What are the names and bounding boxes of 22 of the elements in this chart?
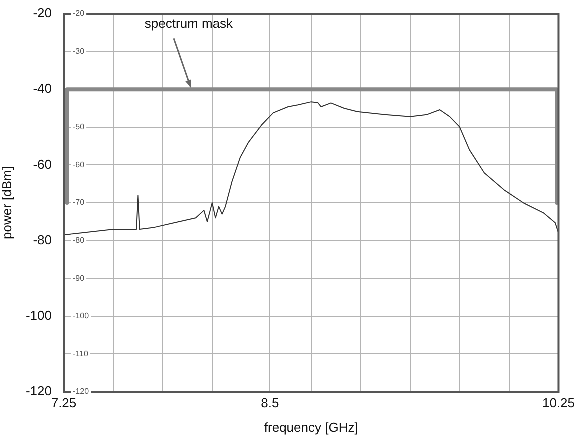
x-axis-title: frequency [GHz] bbox=[264, 420, 358, 435]
y-tick-label: -120 bbox=[26, 384, 52, 399]
y2-tick-label: -50 bbox=[73, 122, 86, 132]
y-tick-label: -100 bbox=[26, 308, 52, 323]
x-tick-label: 8.5 bbox=[261, 395, 280, 410]
x-tick-label: 10.25 bbox=[542, 395, 576, 410]
annotation: spectrum mask bbox=[144, 16, 234, 32]
y2-tick-label: -80 bbox=[73, 236, 86, 246]
y-tick-label: -40 bbox=[33, 81, 52, 96]
y-tick-label: -80 bbox=[33, 232, 52, 248]
y2-tick-label: -120 bbox=[73, 387, 90, 396]
y2-tick-label: -60 bbox=[73, 160, 86, 170]
y2-tick-label: -90 bbox=[73, 274, 86, 283]
y2-tick-label: -110 bbox=[73, 349, 89, 358]
y2-tick-label: -70 bbox=[73, 198, 86, 208]
y-axis-title: power [dBm] bbox=[0, 166, 14, 240]
y2-tick-label: -20 bbox=[73, 9, 86, 18]
y2-tick-label: -30 bbox=[73, 47, 86, 56]
y2-tick-label: -100 bbox=[73, 312, 90, 321]
y-tick-label: -20 bbox=[33, 6, 52, 21]
y-tick-label: -60 bbox=[33, 156, 52, 172]
x-tick-label: 7.25 bbox=[51, 395, 77, 410]
